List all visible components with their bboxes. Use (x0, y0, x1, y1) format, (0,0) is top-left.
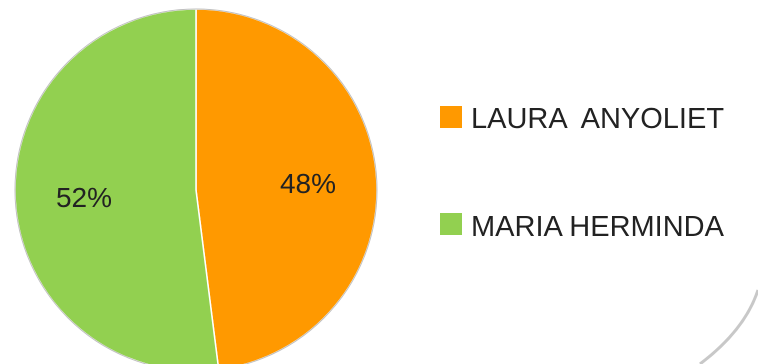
pie-outline (14, 8, 378, 364)
slice-label-laura: 48% (280, 168, 336, 199)
pie-slices (14, 8, 378, 364)
legend: LAURA ANYOLIET MARIA HERMINDA (440, 103, 725, 243)
slice-label-maria: 52% (56, 182, 112, 213)
legend-swatch-maria (440, 213, 462, 235)
legend-swatch-laura (440, 106, 462, 128)
corner-decoration (699, 289, 758, 364)
legend-label-laura: LAURA ANYOLIET (471, 103, 724, 135)
legend-label-maria: MARIA HERMINDA (471, 211, 725, 243)
pie-slice-maria (14, 8, 219, 364)
